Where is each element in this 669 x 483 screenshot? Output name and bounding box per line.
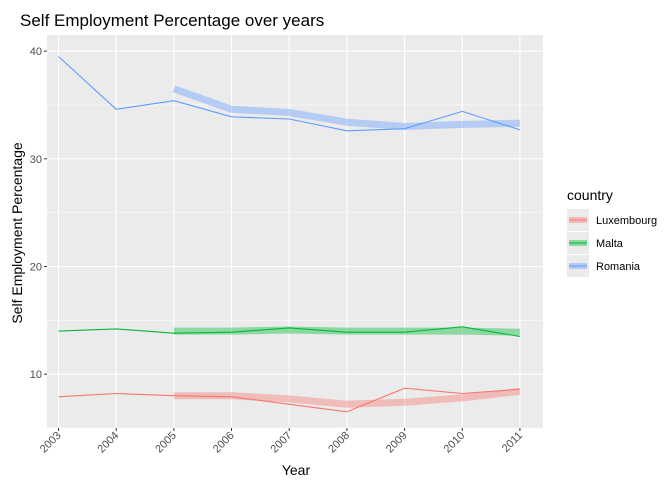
x-tick-label: 2009 (384, 430, 410, 456)
x-tick-label: 2005 (153, 430, 179, 456)
plot-panel (47, 35, 543, 428)
series-line-malta (58, 326, 520, 338)
y-axis: 10 20 30 40 (30, 46, 47, 381)
x-tick-label: 2011 (500, 430, 525, 455)
x-tick-label: 2003 (38, 430, 64, 456)
grid-minor (47, 104, 543, 429)
series-line-romania (58, 56, 521, 132)
legend: country Luxembourg Malta Romania (567, 187, 657, 277)
trend-line-malta (173, 326, 520, 336)
x-axis-title: Year (282, 462, 311, 478)
legend-label: Malta (596, 238, 624, 250)
x-tick-label: 2006 (211, 430, 237, 456)
legend-item: Malta (567, 232, 624, 254)
x-tick-label: 2007 (269, 430, 295, 456)
legend-label: Romania (596, 261, 641, 273)
y-tick-label: 40 (30, 46, 42, 58)
y-tick-label: 30 (30, 154, 42, 166)
y-tick-label: 20 (30, 261, 42, 273)
trend-line-romania (172, 85, 520, 130)
legend-title: country (567, 187, 613, 203)
x-tick-label: 2008 (326, 430, 352, 456)
y-tick-label: 10 (30, 369, 42, 381)
series-lines (58, 56, 521, 413)
legend-label: Luxembourg (596, 215, 657, 227)
x-tick-label: 2010 (442, 430, 468, 456)
chart-title: Self Employment Percentage over years (20, 11, 324, 30)
trend-line-luxembourg (173, 387, 521, 408)
trend-lines (172, 85, 521, 408)
series-line-luxembourg (58, 387, 520, 413)
x-tick-label: 2004 (96, 430, 122, 456)
legend-items: Luxembourg Malta Romania (567, 209, 657, 277)
legend-item: Luxembourg (567, 209, 657, 231)
x-axis: 2003 2004 2005 2006 2007 2008 2009 2010 2011 (38, 428, 525, 455)
legend-item: Romania (567, 255, 641, 277)
y-axis-title: Self Employment Percentage (9, 142, 25, 324)
